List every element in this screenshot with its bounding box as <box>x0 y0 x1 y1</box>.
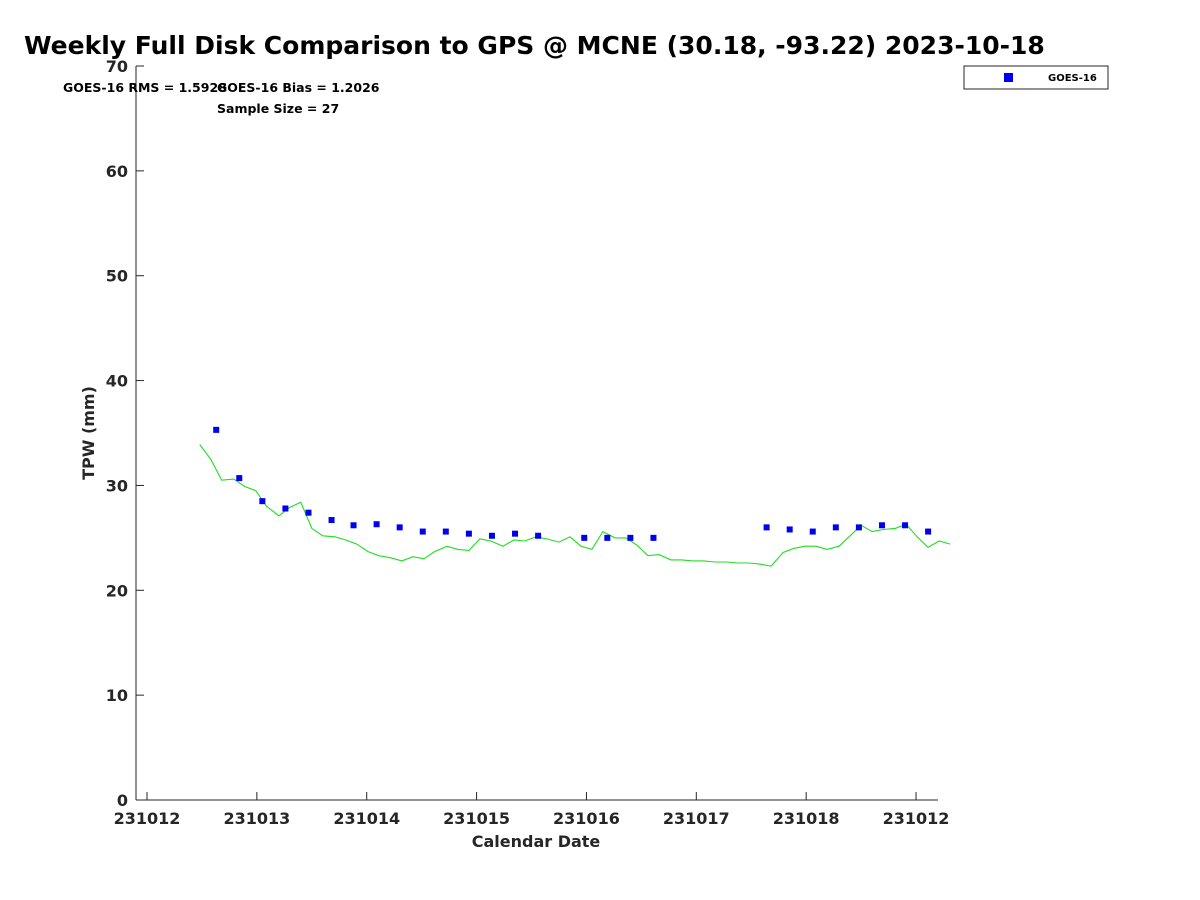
goes16-point <box>763 524 770 531</box>
goes16-point <box>786 526 793 533</box>
y-tick-label: 10 <box>106 686 128 705</box>
gps-line <box>199 444 951 567</box>
goes16-point <box>604 534 611 541</box>
goes16-point <box>581 534 588 541</box>
y-axis-label: TPW (mm) <box>79 386 98 480</box>
goes16-point <box>832 524 839 531</box>
y-tick-label: 0 <box>117 791 128 810</box>
goes16-point <box>809 528 816 535</box>
goes16-point <box>259 498 266 505</box>
legend-box <box>963 65 1109 90</box>
goes16-point <box>236 475 243 482</box>
x-tick-label: 231013 <box>223 809 290 828</box>
goes16-point <box>465 530 472 537</box>
goes16-point <box>442 528 449 535</box>
y-tick-label: 20 <box>106 581 128 600</box>
goes16-point <box>512 530 519 537</box>
goes16-point <box>373 521 380 528</box>
goes16-point <box>282 505 289 512</box>
goes16-point <box>488 532 495 539</box>
y-tick-label: 60 <box>106 162 128 181</box>
goes16-point <box>328 517 335 524</box>
legend-label-goes16: GOES-16 <box>1048 73 1097 84</box>
goes16-points <box>213 426 932 541</box>
y-tick-label: 70 <box>106 57 128 76</box>
goes16-point <box>902 522 909 529</box>
goes16-point <box>925 528 932 535</box>
x-axis-label: Calendar Date <box>472 832 601 851</box>
x-tick-label: 231018 <box>773 809 840 828</box>
goes16-point <box>535 532 542 539</box>
goes16-point <box>650 534 657 541</box>
plot-area: 0 10 20 30 40 50 60 70 231012 231013 231014 231015… <box>106 57 951 828</box>
bias-annotation: GOES-16 Bias = 1.2026 <box>217 80 380 95</box>
goes16-point <box>878 522 885 529</box>
goes16-point <box>855 524 862 531</box>
rms-annotation: GOES-16 RMS = 1.5928 <box>63 80 227 95</box>
x-tick-label: 231016 <box>553 809 620 828</box>
legend-marker-goes16 <box>1004 73 1013 82</box>
goes16-point <box>419 528 426 535</box>
y-tick-label: 50 <box>106 267 128 286</box>
x-tick-label: 231012 <box>114 809 181 828</box>
x-tick-label: 231017 <box>663 809 730 828</box>
goes16-point <box>350 522 357 529</box>
y-axis-ticks: 0 10 20 30 40 50 60 70 <box>106 57 144 810</box>
x-tick-label: 231015 <box>443 809 510 828</box>
y-tick-label: 30 <box>106 476 128 495</box>
sample-size-annotation: Sample Size = 27 <box>217 101 339 116</box>
y-tick-label: 40 <box>106 372 128 391</box>
chart-title: Weekly Full Disk Comparison to GPS @ MCN… <box>24 31 1045 60</box>
goes16-point <box>396 524 403 531</box>
goes16-point <box>213 426 220 433</box>
goes16-point <box>627 534 634 541</box>
goes16-point <box>305 509 312 516</box>
legend: GOES-16 <box>963 65 1109 90</box>
x-tick-label: 231012 <box>883 809 950 828</box>
x-axis-ticks: 231012 231013 231014 231015 231016 231017 2310… <box>114 792 950 828</box>
x-tick-label: 231014 <box>333 809 400 828</box>
